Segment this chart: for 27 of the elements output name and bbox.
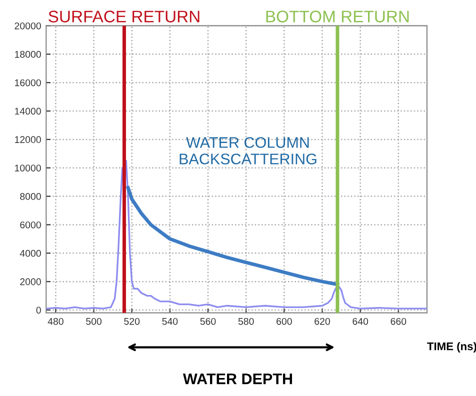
- y-tick-label: 20000: [14, 22, 41, 30]
- y-tick-label: 16000: [15, 79, 41, 86]
- x-tick-label: 480: [48, 318, 64, 325]
- x-tick-label: 540: [162, 318, 178, 325]
- ref-line-label: BOTTOM RETURN: [266, 10, 409, 22]
- x-tick-label: 620: [314, 318, 330, 325]
- y-tick-label: 0: [36, 306, 41, 314]
- x-tick-label: 520: [124, 318, 140, 325]
- y-tick-label: 10000: [15, 164, 41, 172]
- y-tick-label: 18000: [15, 50, 41, 58]
- y-tick-label: 6000: [20, 221, 41, 228]
- x-tick-label: 600: [276, 318, 292, 325]
- x-tick-label: 660: [390, 318, 406, 325]
- x-tick-label: 580: [238, 318, 254, 325]
- y-tick-label: 4000: [20, 250, 41, 257]
- x-tick-label: 640: [352, 318, 368, 325]
- x-tick-label: 500: [86, 318, 102, 325]
- line-series: [126, 186, 340, 286]
- text: WATER DEPTH: [182, 374, 292, 384]
- y-tick-label: 14000: [15, 108, 41, 115]
- x-axis-title: TIME (ns): [427, 342, 476, 352]
- annotation: WATER COLUMN BACKSCATTERING: [180, 137, 316, 164]
- ref-line-label: SURFACE RETURN: [48, 10, 200, 22]
- x-tick-label: 560: [200, 318, 216, 325]
- y-tick-label: 8000: [20, 193, 41, 200]
- y-tick-label: 12000: [15, 136, 41, 144]
- y-tick-label: 2000: [20, 278, 41, 286]
